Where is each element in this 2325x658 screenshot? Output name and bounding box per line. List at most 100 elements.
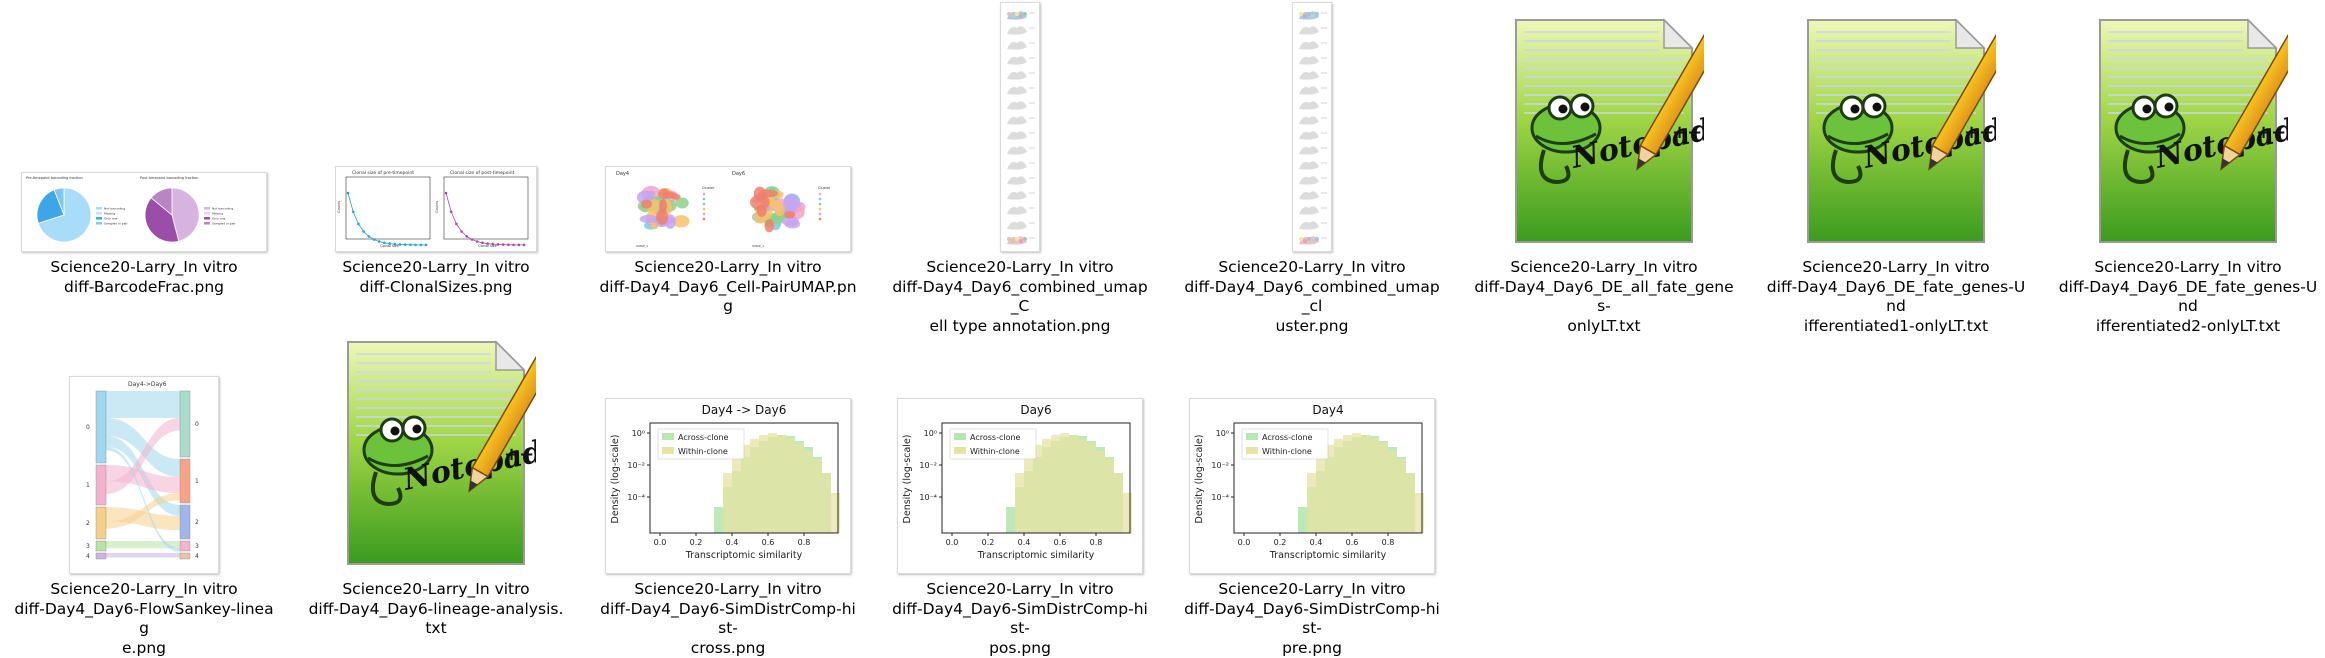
hist-title: Day4 -> Day6	[702, 403, 787, 417]
svg-text:0.6: 0.6	[1054, 538, 1067, 547]
file-name-label[interactable]: Science20-Larry_In vitro diff-Day4_Day6_…	[1766, 258, 2026, 335]
svg-text:Day4->Day6: Day4->Day6	[128, 381, 167, 388]
svg-text:Only one: Only one	[104, 217, 118, 221]
svg-text:Density (log-scale): Density (log-scale)	[902, 435, 913, 524]
svg-text:0: 0	[195, 421, 199, 428]
file-name-label[interactable]: Science20-Larry_In vitro diff-Day4_Day6_…	[1474, 258, 1734, 335]
svg-text:1: 1	[195, 478, 199, 485]
svg-text:0.0: 0.0	[946, 538, 959, 547]
svg-text:Post-timepoint barcoding fract: Post-timepoint barcoding fraction	[140, 176, 199, 180]
svg-text:3: 3	[195, 543, 199, 550]
svg-text:Not barcoding: Not barcoding	[212, 207, 233, 211]
svg-text:0.8: 0.8	[798, 538, 811, 547]
svg-text:Clonal size: Clonal size	[478, 244, 497, 248]
svg-text:10⁰: 10⁰	[632, 429, 645, 438]
svg-text:Not barcoding: Not barcoding	[104, 207, 125, 211]
svg-text:4: 4	[195, 553, 199, 560]
file-name-label[interactable]: Science20-Larry_In vitro diff-ClonalSize…	[342, 258, 530, 296]
svg-text:0.6: 0.6	[762, 538, 775, 547]
image-thumbnail[interactable]: Pre-timepoint barcoding fraction Post-ti…	[14, 0, 274, 252]
svg-text:0.4: 0.4	[1310, 538, 1323, 547]
svg-text:Cluster: Cluster	[702, 186, 715, 190]
file-name-label[interactable]: Science20-Larry_In vitro diff-Day4_Day6_…	[2058, 258, 2318, 335]
svg-text:UMAP_1: UMAP_1	[752, 244, 764, 248]
file-name-label[interactable]: Science20-Larry_In vitro diff-Day4_Day6-…	[1184, 580, 1440, 657]
image-thumbnail[interactable]: Day4->Day6 0 1 2 3 4 0 1 2 3 4	[14, 322, 274, 574]
pie-slice	[171, 187, 200, 242]
notepad-file-icon[interactable]: Notepad ++	[2058, 0, 2318, 250]
svg-text:Counts: Counts	[337, 201, 341, 213]
svg-text:Across-clone: Across-clone	[1262, 433, 1313, 442]
svg-text:0.0: 0.0	[1238, 538, 1251, 547]
svg-text:Across-clone: Across-clone	[970, 433, 1021, 442]
svg-text:Only one: Only one	[212, 217, 226, 221]
file-name-label[interactable]: Science20-Larry_In vitro diff-Day4_Day6_…	[892, 258, 1148, 335]
svg-text:Density (log-scale): Density (log-scale)	[1194, 435, 1205, 524]
svg-text:++: ++	[1964, 122, 1994, 143]
svg-text:10⁻²: 10⁻²	[627, 461, 645, 470]
svg-text:Day4: Day4	[616, 171, 629, 177]
image-thumbnail[interactable]	[1182, 0, 1442, 252]
svg-text:10⁻⁴: 10⁻⁴	[627, 493, 645, 502]
pie-slice	[144, 197, 180, 243]
svg-text:Density (log-scale): Density (log-scale)	[610, 435, 621, 524]
svg-text:2: 2	[195, 519, 199, 526]
svg-text:UMAP_1: UMAP_1	[636, 244, 648, 248]
svg-text:Cluster: Cluster	[818, 186, 831, 190]
svg-text:Counts: Counts	[435, 201, 439, 213]
file-name-label[interactable]: Science20-Larry_In vitro diff-Day4_Day6_…	[1184, 258, 1440, 335]
svg-text:Clonal size of post-timepoint: Clonal size of post-timepoint	[450, 170, 515, 176]
svg-text:0.2: 0.2	[690, 538, 703, 547]
svg-text:0.2: 0.2	[982, 538, 995, 547]
svg-text:++: ++	[504, 444, 534, 465]
svg-text:Pre-timepoint barcoding fracti: Pre-timepoint barcoding fraction	[26, 176, 83, 180]
file-name-label[interactable]: Science20-Larry_In vitro diff-BarcodeFra…	[50, 258, 238, 296]
svg-text:4: 4	[86, 553, 90, 560]
hist-title: Day4	[1312, 403, 1343, 417]
svg-text:Within-clone: Within-clone	[678, 447, 728, 456]
svg-text:++: ++	[2256, 122, 2286, 143]
image-thumbnail[interactable]: Day6 Across-clone Within-clone 0.0 0.2 0.4 0…	[890, 322, 1150, 574]
svg-text:0.0: 0.0	[654, 538, 667, 547]
pie-slice	[37, 187, 92, 243]
svg-text:10⁻²: 10⁻²	[919, 461, 937, 470]
svg-text:10⁻⁴: 10⁻⁴	[919, 493, 937, 502]
svg-text:Clonal size: Clonal size	[380, 244, 399, 248]
svg-text:0.4: 0.4	[1018, 538, 1031, 547]
file-name-label[interactable]: Science20-Larry_In vitro diff-Day4_Day6-…	[308, 580, 564, 637]
svg-text:0.8: 0.8	[1382, 538, 1395, 547]
hist-title: Day6	[1020, 403, 1051, 417]
svg-text:10⁰: 10⁰	[924, 429, 937, 438]
image-thumbnail[interactable]: Day4 -> Day6 Across-clone Within-clone 0.…	[598, 322, 858, 574]
svg-text:Sampled in pair: Sampled in pair	[104, 222, 128, 226]
svg-text:10⁻⁴: 10⁻⁴	[1211, 493, 1229, 502]
svg-text:0.6: 0.6	[1346, 538, 1359, 547]
file-name-label[interactable]: Science20-Larry_In vitro diff-Day4_Day6_…	[599, 258, 857, 315]
image-thumbnail[interactable]	[890, 0, 1150, 252]
svg-text:0.2: 0.2	[1274, 538, 1287, 547]
svg-text:1: 1	[86, 482, 90, 489]
notepad-file-icon[interactable]: Notepad ++	[306, 322, 566, 572]
notepad-file-icon[interactable]: Notepad ++	[1766, 0, 2026, 250]
file-name-label[interactable]: Science20-Larry_In vitro diff-Day4_Day6-…	[14, 580, 274, 657]
svg-text:++: ++	[1672, 122, 1702, 143]
image-thumbnail[interactable]: Day4 Across-clone Within-clone 0.0 0.2 0.4 0…	[1182, 322, 1442, 574]
image-thumbnail[interactable]: Clonal size of pre-timepoint Clonal size…	[306, 0, 566, 252]
svg-text:0: 0	[86, 424, 90, 431]
svg-text:Clonal size of pre-timepoint: Clonal size of pre-timepoint	[352, 170, 414, 176]
svg-text:Transcriptomic similarity: Transcriptomic similarity	[977, 550, 1095, 561]
svg-text:3: 3	[86, 543, 90, 550]
svg-text:2: 2	[86, 520, 90, 527]
file-name-label[interactable]: Science20-Larry_In vitro diff-Day4_Day6-…	[600, 580, 856, 657]
pie-slice	[150, 187, 173, 216]
image-thumbnail[interactable]: Day4 Day6 Cluster Cluster UMAP_1 UMAP_1	[598, 0, 858, 252]
svg-text:Day6: Day6	[732, 171, 745, 177]
svg-text:Across-clone: Across-clone	[678, 433, 729, 442]
notepad-file-icon[interactable]: Notepad ++	[1474, 0, 1734, 250]
svg-text:Transcriptomic similarity: Transcriptomic similarity	[1269, 550, 1387, 561]
svg-text:Sampled in pair: Sampled in pair	[212, 222, 236, 226]
file-name-label[interactable]: Science20-Larry_In vitro diff-Day4_Day6-…	[892, 580, 1148, 657]
svg-text:0.4: 0.4	[726, 538, 739, 547]
svg-text:Transcriptomic similarity: Transcriptomic similarity	[685, 550, 803, 561]
